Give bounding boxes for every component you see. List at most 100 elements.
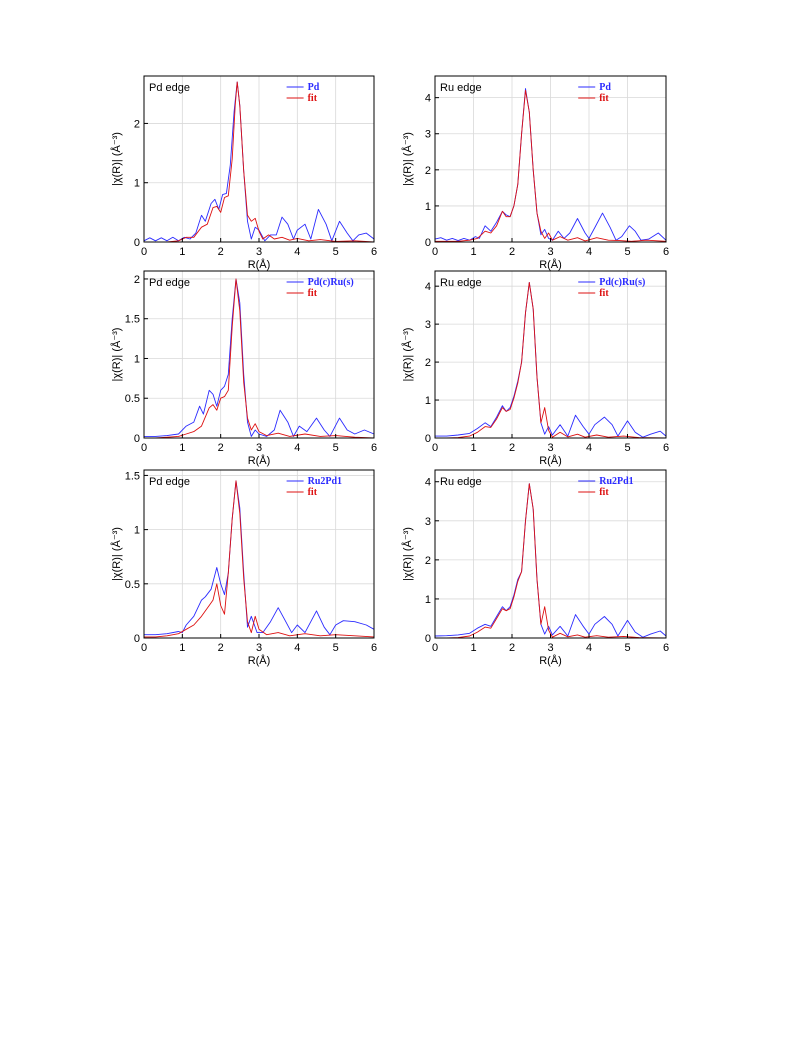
x-tick-label: 0 [432,246,438,258]
x-axis-label: R(Å) [539,654,562,667]
legend-label: Pd(c)Ru(s) [599,277,645,288]
edge-label: Ru edge [440,82,482,94]
x-axis-label: R(Å) [248,258,271,271]
y-tick-label: 0 [425,433,431,445]
edge-label: Pd edge [149,82,190,94]
x-tick-label: 1 [179,246,185,258]
y-tick-label: 2 [134,118,140,130]
chart-panel-3: 0 1 2 3 4 5 6 0 0.5 1 1.5 2 R(Å) |χ(R)| (Å⁻³) Pd edge P… [110,270,377,467]
x-tick-label: 1 [470,642,476,654]
series-line-fit [435,89,667,242]
series-line-fit [435,483,667,639]
x-tick-label: 4 [586,246,592,258]
series-line-fit [144,278,375,439]
series-line-fit [144,81,375,243]
legend-label: fit [308,487,318,498]
y-tick-label: 0 [134,237,140,249]
x-tick-label: 0 [432,642,438,654]
x-tick-label: 6 [663,442,669,454]
x-tick-label: 2 [509,246,515,258]
x-axis-label: R(Å) [248,654,271,667]
y-tick-label: 0 [425,633,431,645]
x-tick-label: 5 [333,246,339,258]
legend-label: fit [599,93,609,104]
series-line-fit [144,480,375,638]
x-axis-label: R(Å) [539,454,562,467]
x-tick-label: 3 [547,442,553,454]
y-tick-label: 0 [425,237,431,249]
y-axis-label: |χ(R)| (Å⁻³) [110,132,123,186]
y-axis-label: |χ(R)| (Å⁻³) [401,527,414,581]
x-tick-label: 2 [218,642,224,654]
edge-label: Pd edge [149,476,190,488]
x-tick-label: 2 [218,442,224,454]
edge-label: Ru edge [440,476,482,488]
x-tick-label: 0 [141,246,147,258]
x-tick-label: 5 [624,442,630,454]
x-tick-label: 4 [294,442,300,454]
legend-label: fit [599,288,609,299]
legend-label: Ru2Pd1 [599,476,633,487]
y-tick-label: 1.5 [125,470,140,482]
x-tick-label: 6 [663,246,669,258]
x-tick-label: 4 [294,246,300,258]
y-tick-label: 0 [134,433,140,445]
y-tick-label: 4 [425,477,431,489]
y-tick-label: 1.5 [125,314,140,326]
series-line-fit [435,281,667,439]
y-tick-label: 0 [134,633,140,645]
y-axis-label: |χ(R)| (Å⁻³) [401,132,414,186]
y-tick-label: 1 [425,201,431,213]
y-tick-label: 4 [425,281,431,293]
y-tick-label: 4 [425,93,431,105]
x-tick-label: 0 [432,442,438,454]
x-tick-label: 1 [470,246,476,258]
edge-label: Pd edge [149,277,190,289]
x-axis-label: R(Å) [539,258,562,271]
y-tick-label: 2 [425,357,431,369]
y-tick-label: 0.5 [125,393,140,405]
legend-label: fit [308,288,318,299]
x-tick-label: 5 [333,442,339,454]
x-tick-label: 6 [663,642,669,654]
chart-panel-4: 0 1 2 3 4 5 6 0 1 2 3 4 R(Å) |χ(R)| (Å⁻³) Ru edge Pd(c)… [401,270,669,467]
x-tick-label: 6 [371,442,377,454]
y-tick-label: 1 [134,178,140,190]
x-tick-label: 3 [547,246,553,258]
y-tick-label: 3 [425,129,431,141]
y-axis-label: |χ(R)| (Å⁻³) [401,328,414,382]
x-tick-label: 0 [141,642,147,654]
y-tick-label: 1 [134,525,140,537]
x-tick-label: 3 [256,442,262,454]
legend-label: Pd [308,82,320,93]
edge-label: Ru edge [440,277,482,289]
x-tick-label: 2 [509,642,515,654]
x-tick-label: 5 [624,642,630,654]
x-tick-label: 2 [218,246,224,258]
x-tick-label: 4 [586,642,592,654]
y-tick-label: 2 [425,165,431,177]
legend-label: fit [599,487,609,498]
x-tick-label: 5 [333,642,339,654]
x-tick-label: 6 [371,642,377,654]
legend-label: Pd [599,82,611,93]
x-tick-label: 0 [141,442,147,454]
series-line-data [144,278,375,437]
x-tick-label: 1 [179,642,185,654]
y-tick-label: 2 [134,274,140,286]
y-tick-label: 1 [425,395,431,407]
y-axis-label: |χ(R)| (Å⁻³) [110,527,123,581]
chart-panel-6: 0 1 2 3 4 5 6 0 1 2 3 4 R(Å) |χ(R)| (Å⁻³) Ru edge Ru2Pd… [401,469,669,667]
x-tick-label: 1 [470,442,476,454]
x-tick-label: 4 [586,442,592,454]
y-tick-label: 1 [134,353,140,365]
x-tick-label: 1 [179,442,185,454]
x-tick-label: 3 [547,642,553,654]
x-tick-label: 3 [256,246,262,258]
y-tick-label: 3 [425,319,431,331]
x-axis-label: R(Å) [248,454,271,467]
